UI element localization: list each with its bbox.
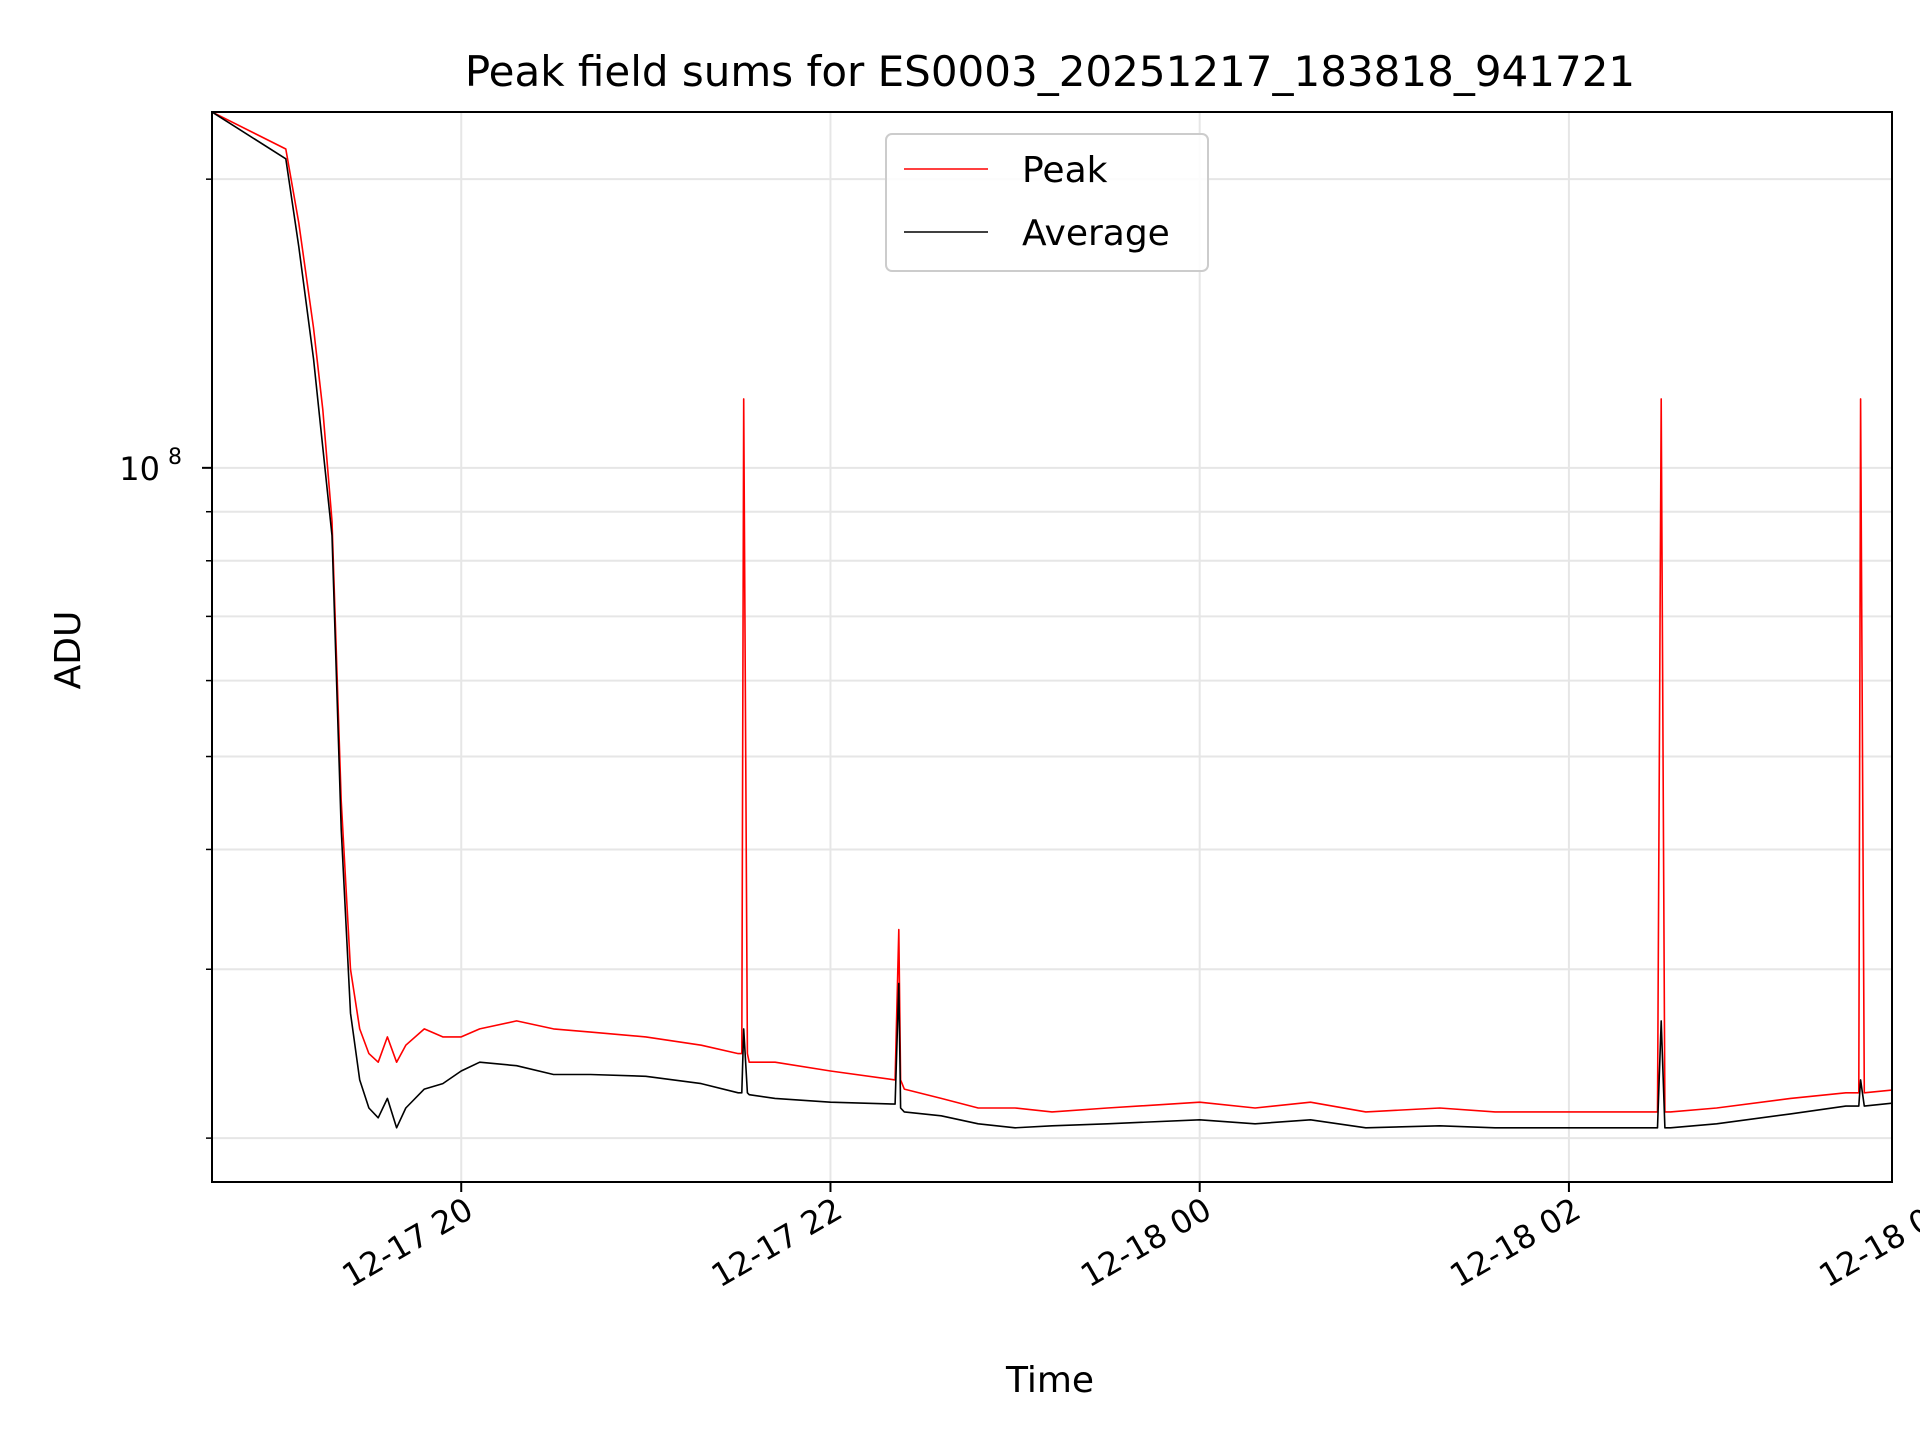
legend-label-average: Average [1022,213,1170,254]
plot-frame [211,111,1893,1183]
series-line-peak [212,112,1892,1113]
x-axis-label: Time [1005,1360,1094,1401]
series-layer [212,112,1892,1129]
y-tick-label-exponent: 8 [168,445,182,470]
y-tick-label: 10 [119,450,160,488]
legend-label-peak: Peak [1022,150,1108,191]
series-line-average [212,112,1892,1129]
y-axis-label: ADU [48,611,89,690]
legend: Peak Average [885,133,1209,272]
y-axis: 10 8 [119,178,212,1139]
chart-title: Peak field sums for ES0003_20251217_1838… [465,47,1635,96]
